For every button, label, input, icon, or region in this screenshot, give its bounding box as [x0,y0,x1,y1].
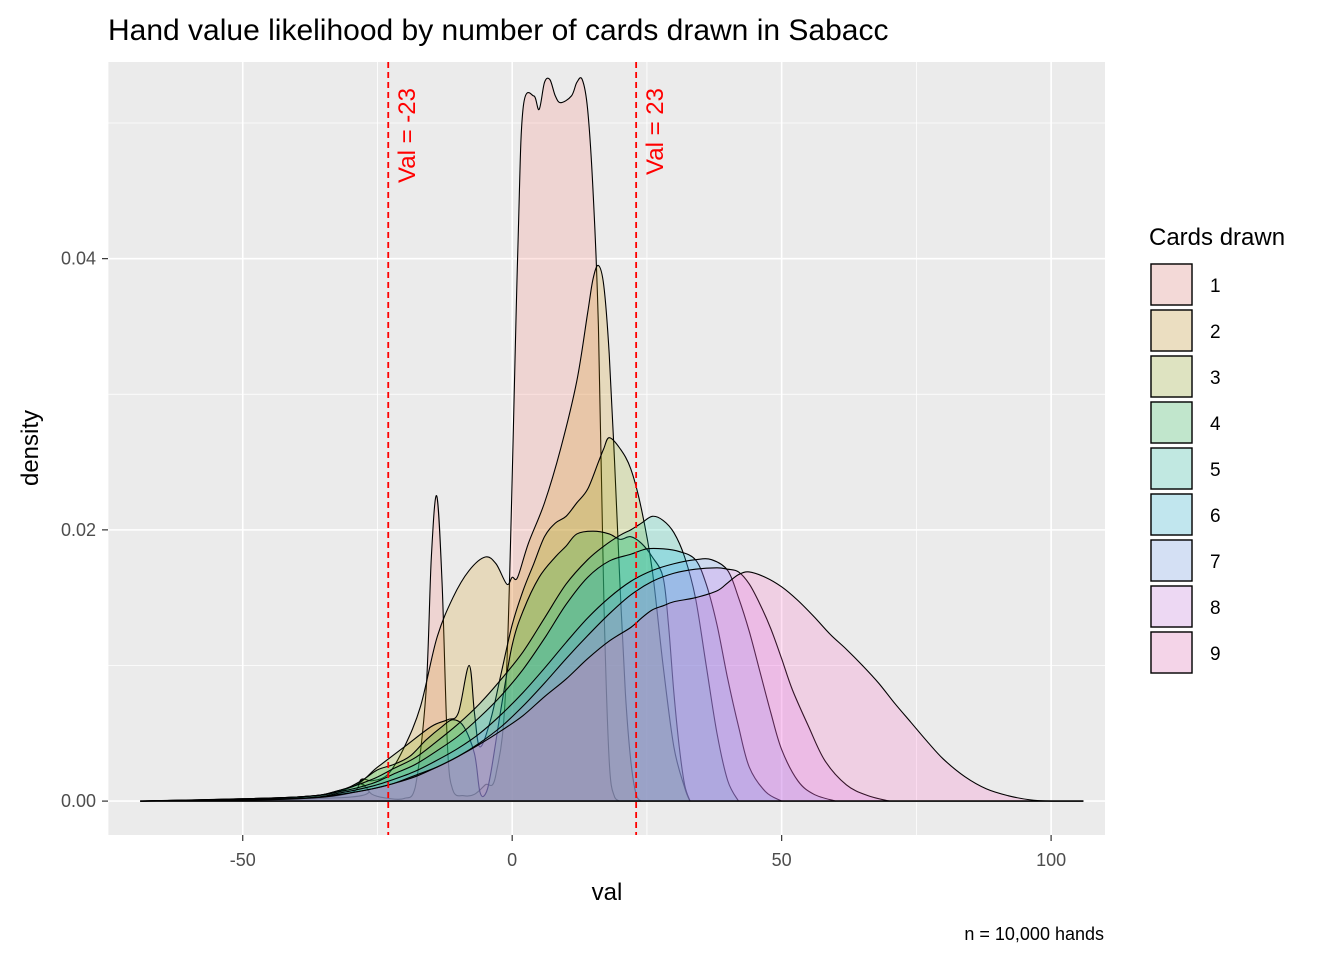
legend-key-4 [1150,401,1193,444]
density-areas [140,77,1084,802]
legend-key-bg-3 [1150,355,1193,398]
density-area-4 [140,531,691,802]
reference-line-label-0: Val = -23 [394,88,421,183]
legend-key-bg-5 [1150,447,1193,490]
x-tick-label: -50 [230,850,256,870]
legend-key-2 [1150,309,1193,352]
legend-label-6: 6 [1210,506,1221,527]
legend-key-bg-2 [1150,309,1193,352]
x-tick-label: 100 [1036,850,1066,870]
legend-key-7 [1150,539,1193,582]
legend-key-3 [1150,355,1193,398]
density-area-6 [140,548,782,802]
density-area-1 [140,77,620,802]
density-line-6 [140,547,782,802]
legend-label-2: 2 [1210,322,1221,343]
legend-key-bg-7 [1150,539,1193,582]
reference-line-label-1: Val = 23 [642,88,669,175]
density-line-9 [140,571,1084,802]
legend-title: Cards drawn [1149,224,1285,251]
legend-key-bg-9 [1150,631,1193,674]
legend-items: 1 2 3 4 5 6 7 8 9 [1150,263,1221,674]
reference-lines: Val = -23 Val = 23 [387,62,669,835]
y-axis: 0.00 0.02 0.04 [61,249,108,811]
x-tick-label: 0 [507,850,517,870]
chart-title: Hand value likelihood by number of cards… [108,14,888,47]
legend: Cards drawn 1 2 3 4 5 6 7 8 9 [1149,224,1285,674]
legend-key-8 [1150,585,1193,628]
x-axis: -50 0 50 100 [230,835,1066,870]
density-area-8 [140,567,890,802]
legend-key-1 [1150,263,1193,306]
x-tick-label: 50 [772,850,792,870]
density-line-4 [140,530,691,802]
density-area-7 [140,558,836,802]
legend-key-5 [1150,447,1193,490]
legend-key-6 [1150,493,1193,536]
legend-label-8: 8 [1210,598,1221,619]
y-tick-label: 0.02 [61,520,96,540]
legend-key-bg-4 [1150,401,1193,444]
y-axis-title: density [17,410,44,486]
legend-label-7: 7 [1210,552,1221,573]
y-tick-label: 0.04 [61,249,96,269]
density-line-7 [140,558,836,802]
legend-key-9 [1150,631,1193,674]
grid-minor [107,62,1105,835]
chart-caption: n = 10,000 hands [964,924,1104,944]
density-line-5 [140,515,740,802]
legend-key-bg-8 [1150,585,1193,628]
density-line-3 [140,437,691,802]
legend-label-9: 9 [1210,644,1221,665]
density-area-3 [140,437,691,802]
legend-label-3: 3 [1210,368,1221,389]
legend-key-bg-1 [1150,263,1193,306]
legend-label-1: 1 [1210,276,1221,297]
legend-key-bg-6 [1150,493,1193,536]
density-area-2 [140,265,642,802]
legend-label-5: 5 [1210,460,1221,481]
y-tick-label: 0.00 [61,791,96,811]
density-area-5 [140,516,739,802]
density-line-2 [140,264,642,802]
density-line-1 [140,77,621,802]
density-line-8 [140,567,890,802]
legend-label-4: 4 [1210,414,1221,435]
density-area-9 [140,571,1084,802]
x-axis-title: val [592,879,623,906]
